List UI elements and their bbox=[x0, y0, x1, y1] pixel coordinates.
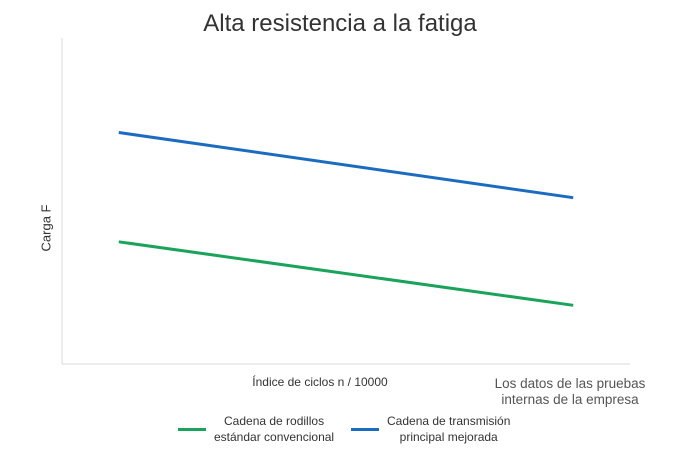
legend-label-standard-chain: Cadena de rodillos estándar convencional bbox=[214, 413, 334, 445]
series-line-standard-chain bbox=[118, 240, 574, 307]
source-note: Los datos de las pruebas internas de la … bbox=[470, 376, 670, 408]
source-note-line-1: Los datos de las pruebas bbox=[494, 376, 646, 391]
legend-swatch-improved-chain bbox=[351, 427, 379, 431]
legend-swatch-standard-chain bbox=[178, 427, 206, 431]
source-note-line-2: internas de la empresa bbox=[501, 392, 639, 407]
legend-item-standard-chain: Cadena de rodillos estándar convencional bbox=[178, 413, 334, 445]
legend-label-improved-chain: Cadena de transmisión principal mejorada bbox=[387, 413, 510, 445]
legend-label-line: principal mejorada bbox=[399, 430, 498, 444]
legend-label-line: Cadena de transmisión bbox=[387, 414, 511, 428]
legend-label-line: Cadena de rodillos bbox=[224, 414, 325, 428]
legend-label-line: estándar convencional bbox=[214, 430, 335, 444]
chart-title: Alta resistencia a la fatiga bbox=[203, 10, 477, 37]
legend-item-improved-chain: Cadena de transmisión principal mejorada bbox=[351, 413, 510, 445]
series-line-improved-chain bbox=[118, 131, 574, 200]
legend: Cadena de rodillos estándar convencional… bbox=[0, 413, 680, 449]
x-axis-label: Índice de ciclos n / 10000 bbox=[252, 375, 388, 389]
series-layer bbox=[118, 131, 574, 307]
